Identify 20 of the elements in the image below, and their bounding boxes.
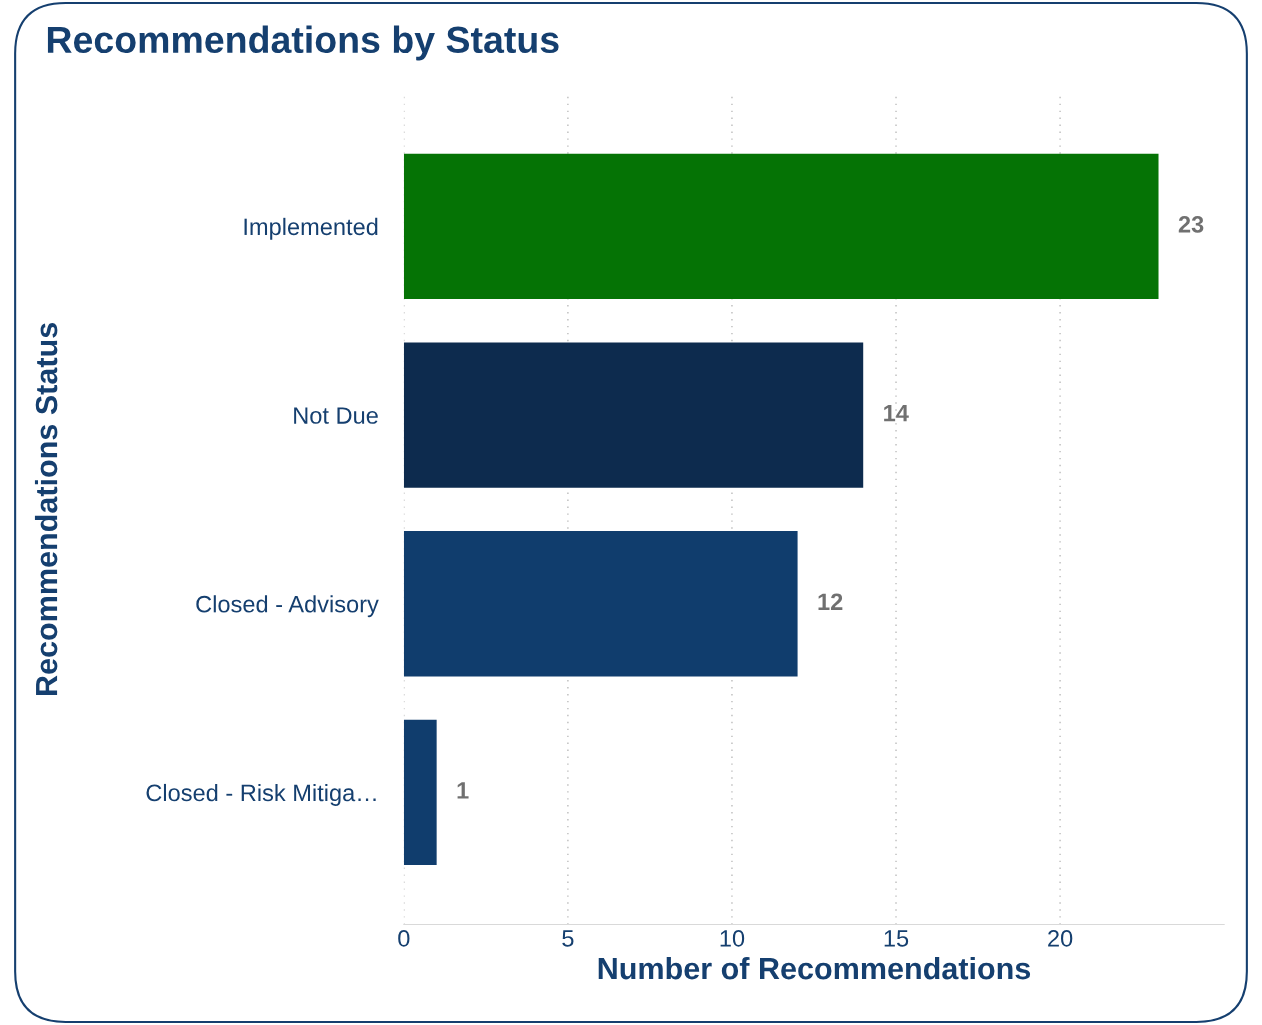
- x-tick-label: 10: [720, 930, 745, 947]
- data-label: 1: [457, 782, 469, 799]
- y-axis-title: Recommendations Status: [34, 323, 58, 695]
- y-tick-label: Closed - Advisory: [196, 595, 379, 618]
- bar: [403, 719, 437, 866]
- x-axis-title: Number of Recommendations: [598, 956, 1031, 980]
- y-tick-label: Not Due: [294, 407, 378, 424]
- bar: [403, 342, 864, 488]
- data-label: 14: [884, 404, 909, 422]
- x-tick-label: 5: [562, 930, 574, 947]
- x-tick-label: 15: [884, 930, 909, 947]
- y-tick-label: Implemented: [244, 217, 378, 240]
- x-tick-label: 20: [1048, 930, 1073, 947]
- data-label: 12: [818, 593, 843, 610]
- data-label: 23: [1178, 216, 1204, 233]
- x-tick-label: 0: [398, 930, 410, 947]
- chart-title: Recommendations by Status: [47, 25, 559, 61]
- bar: [403, 153, 1159, 300]
- bar: [403, 531, 798, 677]
- y-tick-label: Closed - Risk Mitiga…: [146, 783, 376, 806]
